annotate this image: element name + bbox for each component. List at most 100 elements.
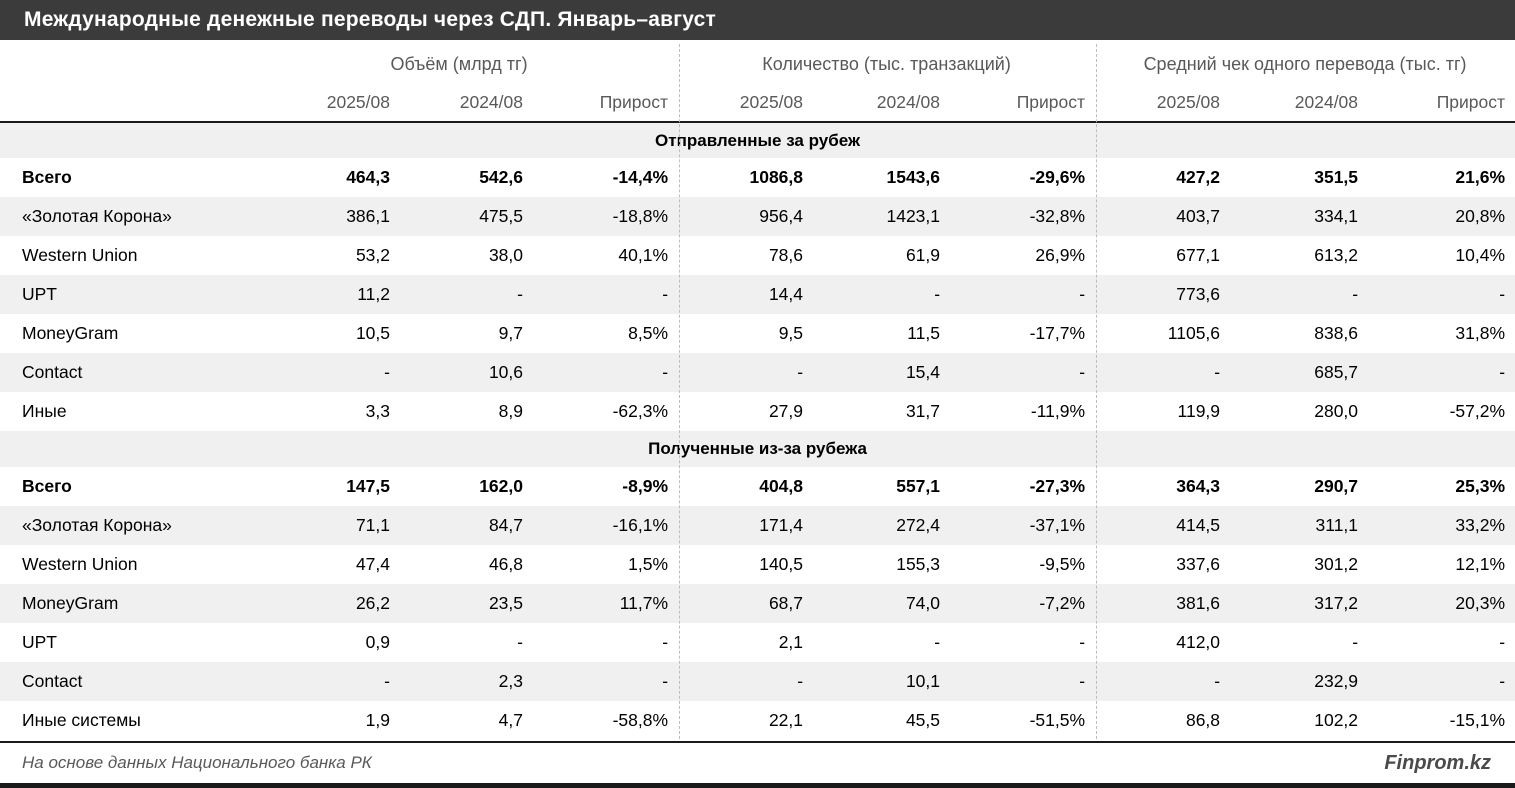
row-label: «Золотая Корона» [0, 197, 240, 236]
value-cell: -29,6% [1029, 167, 1086, 187]
table-row: Иные 3,3 8,9 -62,3% 27,9 31,7 -11,9% 119,9 280,0… [0, 392, 1515, 431]
value-cell: 11,2 [240, 275, 400, 314]
value-cell: 78,6 [768, 245, 804, 265]
value-cell: - [1499, 632, 1506, 652]
page-title: Международные денежные переводы через СД… [24, 8, 716, 31]
value-cell: 27,9 [768, 401, 804, 421]
row-label: Contact [0, 662, 240, 701]
value-cell: 86,8 [1185, 710, 1221, 730]
value-cell: 351,5 [1314, 167, 1359, 187]
value-cell: 84,7 [400, 506, 533, 545]
title-bar: Международные денежные переводы через СД… [0, 0, 1515, 40]
value-cell: 21,6% [1455, 167, 1506, 187]
value-cell: -27,3% [1029, 476, 1086, 496]
value-cell: 102,2 [1314, 710, 1359, 730]
value-cell: 33,2% [1368, 506, 1515, 545]
value-cell: 685,7 [1230, 353, 1369, 392]
brand-logo: Finprom.kz [1384, 751, 1491, 774]
value-cell: 45,5 [905, 710, 941, 730]
value-cell: -37,1% [950, 506, 1096, 545]
value-cell: 155,3 [896, 554, 941, 574]
value-cell: 26,2 [240, 584, 400, 623]
value-cell: -9,5% [1039, 554, 1086, 574]
value-cell: - [1079, 632, 1086, 652]
value-cell: - [950, 275, 1096, 314]
footer-bar: На основе данных Национального банка РК … [0, 741, 1515, 788]
value-cell: -15,1% [1449, 710, 1506, 730]
value-cell: 20,3% [1368, 584, 1515, 623]
value-cell: 475,5 [400, 197, 533, 236]
value-cell: 4,7 [498, 710, 523, 730]
value-cell: -57,2% [1449, 401, 1506, 421]
table-header: Объём (млрд тг) Количество (тыс. транзак… [0, 40, 1515, 123]
value-cell: -7,2% [950, 584, 1096, 623]
value-cell: 26,9% [1035, 245, 1086, 265]
value-cell: 12,1% [1455, 554, 1506, 574]
header-count-2024: 2024/08 [813, 84, 951, 123]
row-label: Contact [0, 353, 240, 392]
value-cell: 11,5 [907, 323, 941, 343]
value-cell: 1105,6 [1167, 323, 1221, 343]
value-cell: - [1095, 662, 1231, 701]
header-count-2025: 2025/08 [678, 84, 814, 123]
value-cell: 40,1% [618, 245, 669, 265]
row-label: «Золотая Корона» [0, 506, 240, 545]
value-cell: 2,1 [778, 632, 804, 652]
value-cell: 3,3 [365, 401, 390, 421]
table-row: UPT 11,2- -14,4- -773,6- - [0, 275, 1515, 314]
value-cell: 8,9 [498, 401, 523, 421]
value-cell: 8,5% [628, 323, 669, 343]
value-cell: 47,4 [355, 554, 390, 574]
value-cell: 171,4 [678, 506, 814, 545]
value-cell: 1543,6 [886, 167, 941, 187]
row-label: Иные [22, 401, 67, 421]
value-cell: - [934, 632, 941, 652]
value-cell: -8,9% [622, 476, 669, 496]
value-cell: 2,3 [400, 662, 533, 701]
row-label: Всего [22, 167, 72, 187]
value-cell: - [533, 662, 679, 701]
value-cell: -32,8% [950, 197, 1096, 236]
section-title: Отправленные за рубеж [0, 122, 1515, 158]
table-row: Всего 464,3 542,6 -14,4% 1086,8 1543,6 -29,6% 4… [0, 158, 1515, 197]
value-cell: 773,6 [1095, 275, 1231, 314]
value-cell: -62,3% [612, 401, 669, 421]
value-cell: - [240, 353, 400, 392]
value-cell: 280,0 [1314, 401, 1359, 421]
value-cell: 334,1 [1230, 197, 1369, 236]
value-cell: 10,1 [813, 662, 951, 701]
value-cell: 364,3 [1176, 476, 1221, 496]
value-cell: 232,9 [1230, 662, 1369, 701]
value-cell: -58,8% [612, 710, 669, 730]
table-row: MoneyGram 10,5 9,7 8,5% 9,5 11,5 -17,7% 1105,6 8… [0, 314, 1515, 353]
transfers-table: Объём (млрд тг) Количество (тыс. транзак… [0, 40, 1515, 740]
value-cell: - [1368, 353, 1515, 392]
column-group-row: Объём (млрд тг) Количество (тыс. транзак… [0, 40, 1515, 84]
value-cell: - [950, 662, 1096, 701]
value-cell: 61,9 [905, 245, 941, 265]
value-cell: 404,8 [759, 476, 804, 496]
value-cell: - [1368, 662, 1515, 701]
corner-cell [0, 84, 240, 123]
table-row: Western Union 53,2 38,0 40,1% 78,6 61,9 26,9% 6… [0, 236, 1515, 275]
value-cell: - [1230, 275, 1369, 314]
value-cell: 140,5 [759, 554, 804, 574]
value-cell: 412,0 [1176, 632, 1221, 652]
value-cell: 1,9 [365, 710, 390, 730]
header-average-2025: 2025/08 [1095, 84, 1231, 123]
value-cell: 68,7 [678, 584, 814, 623]
value-cell: 31,7 [905, 401, 941, 421]
value-cell: - [533, 353, 679, 392]
row-label: MoneyGram [22, 323, 119, 343]
header-count-growth: Прирост [950, 84, 1096, 123]
value-cell: 10,5 [355, 323, 390, 343]
value-cell: 381,6 [1095, 584, 1231, 623]
table-row: Contact -10,6- -15,4- -685,7- [0, 353, 1515, 392]
value-cell: 1423,1 [813, 197, 951, 236]
column-group-average: Средний чек одного перевода (тыс. тг) [1095, 40, 1515, 84]
value-cell: 31,8% [1455, 323, 1506, 343]
table-row: Всего 147,5 162,0 -8,9% 404,8 557,1 -27,3% 364,… [0, 467, 1515, 506]
table-row: UPT 0,9 - - 2,1 - - 412,0 - - [0, 623, 1515, 662]
row-label: MoneyGram [0, 584, 240, 623]
value-cell: 301,2 [1314, 554, 1359, 574]
